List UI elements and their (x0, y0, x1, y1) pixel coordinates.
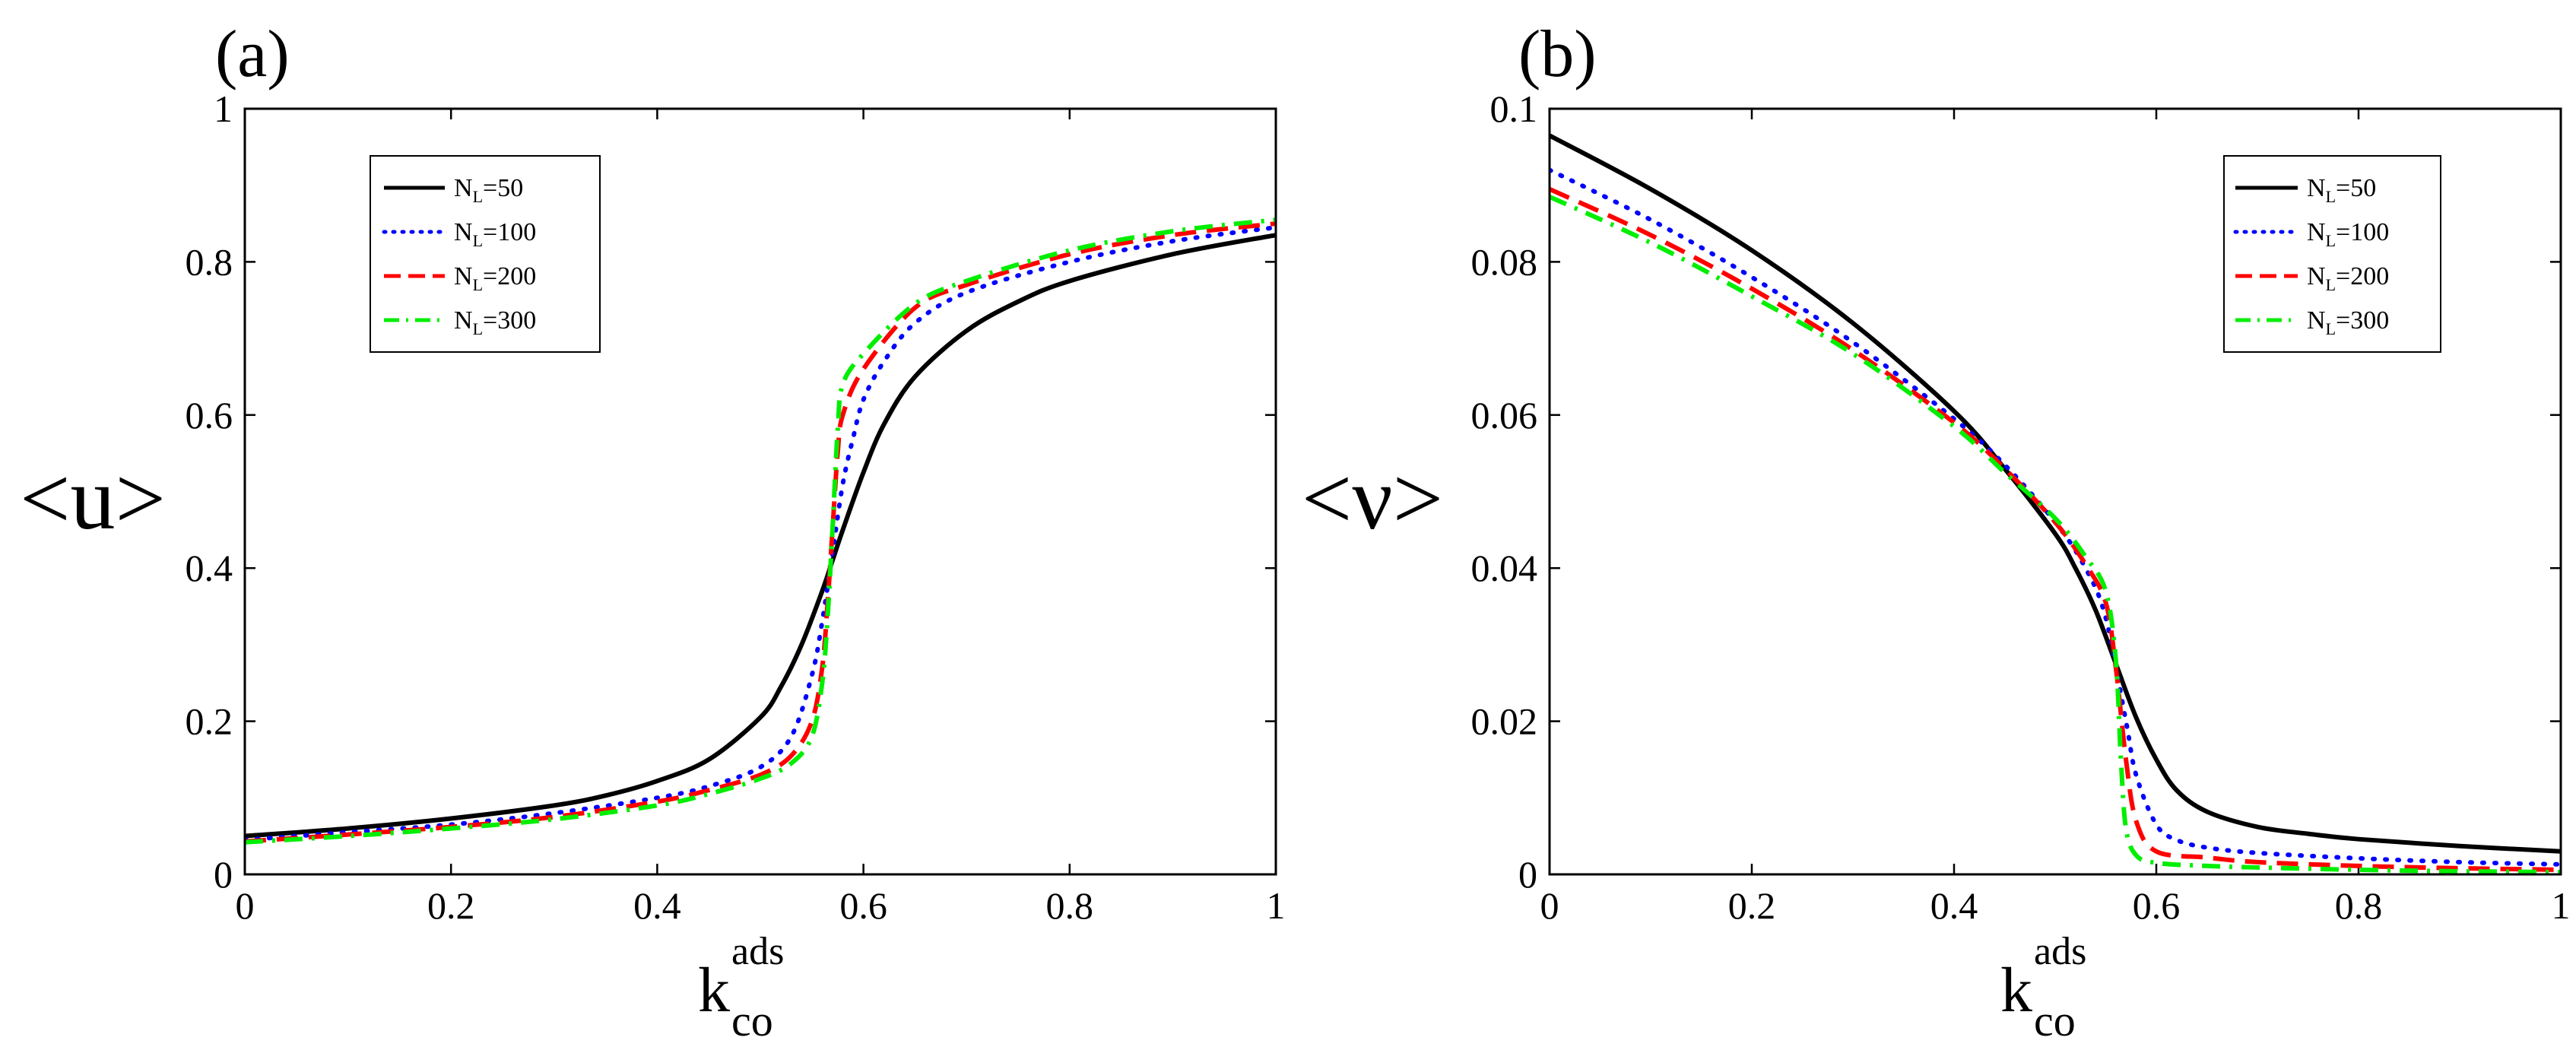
y-tick-label: 0.6 (186, 394, 233, 436)
y-tick-label: 1 (214, 87, 233, 130)
series-line-nl-300 (1550, 195, 2561, 874)
legend-label: NL=200 (2307, 262, 2389, 294)
panel-b-legend: NL=50 NL=100 NL=200 NL=300 (2223, 155, 2441, 353)
panel-b: (b) <ν> 0 0.2 0.4 0.6 0.8 100.020.040.060.080… (1302, 17, 2571, 1045)
x-tick-label: 0.2 (427, 884, 475, 927)
panel-b-xlabel-sub: co (2034, 996, 2076, 1045)
x-tick-label: 1 (2552, 884, 2571, 927)
x-tick-label: 0.6 (2133, 884, 2181, 927)
y-tick-label: 0.2 (186, 700, 233, 743)
panel-a-legend: NL=50 NL=100 NL=200 NL=300 (370, 155, 601, 353)
panel-a: (a) <u> 0 0.2 0.4 0.6 0.8 1 0 0.2 0.4 0.6 0.8 1 k a… (20, 17, 1286, 1045)
panel-a-label: (a) (215, 17, 290, 91)
x-tick-label: 0.4 (1930, 884, 1978, 927)
y-tick-label: 0.02 (1471, 700, 1538, 743)
series-line-nl-50 (245, 233, 1276, 839)
legend-label: NL=300 (454, 306, 536, 338)
panel-b-series (1550, 133, 2561, 874)
panel-b-plot-frame (1548, 107, 2562, 876)
panel-a-xlabel: k ads co (698, 930, 784, 1045)
panel-a-plot-frame (243, 107, 1277, 876)
series-line-nl-100 (1550, 167, 2561, 867)
y-tick-label: 0.4 (186, 547, 233, 589)
panel-b-label: (b) (1518, 17, 1597, 91)
x-tick-label: 0 (236, 884, 255, 927)
panel-b-xlabel-main: k (2000, 955, 2032, 1026)
panel-a-xlabel-main: k (698, 955, 730, 1026)
panel-a-tick-labels: 0 0.2 0.4 0.6 0.8 1 0 0.2 0.4 0.6 0.8 1 (186, 87, 1286, 927)
y-tick-label: 0.06 (1471, 394, 1538, 436)
x-tick-label: 0.2 (1728, 884, 1776, 927)
panel-b-tick-labels: 0 0.2 0.4 0.6 0.8 1 0 0.02 0.04 0.06 0.08 0.1 (1471, 87, 2571, 927)
panel-a-ylabel: <u> (20, 449, 166, 548)
y-tick-label: 0.8 (186, 240, 233, 283)
x-tick-label: 0.6 (839, 884, 887, 927)
legend-label: NL=100 (454, 218, 536, 250)
legend-label: NL=50 (454, 174, 523, 206)
y-tick-label: 0 (1518, 853, 1537, 896)
series-line-nl-300 (245, 217, 1276, 845)
panel-b-xlabel-sup: ads (2034, 930, 2086, 973)
panel-b-xlabel: k ads co (2000, 930, 2086, 1045)
legend-label: NL=50 (2307, 174, 2376, 206)
legend-label: NL=300 (2307, 306, 2389, 338)
panel-b-ylabel: <ν> (1302, 449, 1443, 548)
series-line-nl-50 (1550, 133, 2561, 854)
y-tick-label: 0.08 (1471, 240, 1538, 283)
x-tick-label: 0.8 (2335, 884, 2383, 927)
y-tick-label: 0 (214, 853, 233, 896)
panel-a-series (245, 217, 1276, 845)
legend-label: NL=200 (454, 262, 536, 294)
y-tick-label: 0.1 (1490, 87, 1538, 130)
x-tick-label: 1 (1267, 884, 1286, 927)
panel-a-xlabel-sup: ads (731, 930, 784, 973)
legend-label: NL=100 (2307, 218, 2389, 250)
x-tick-label: 0 (1540, 884, 1559, 927)
y-tick-label: 0.04 (1471, 547, 1538, 589)
panel-a-xlabel-sub: co (731, 996, 773, 1045)
x-tick-label: 0.4 (633, 884, 681, 927)
x-tick-label: 0.8 (1046, 884, 1094, 927)
